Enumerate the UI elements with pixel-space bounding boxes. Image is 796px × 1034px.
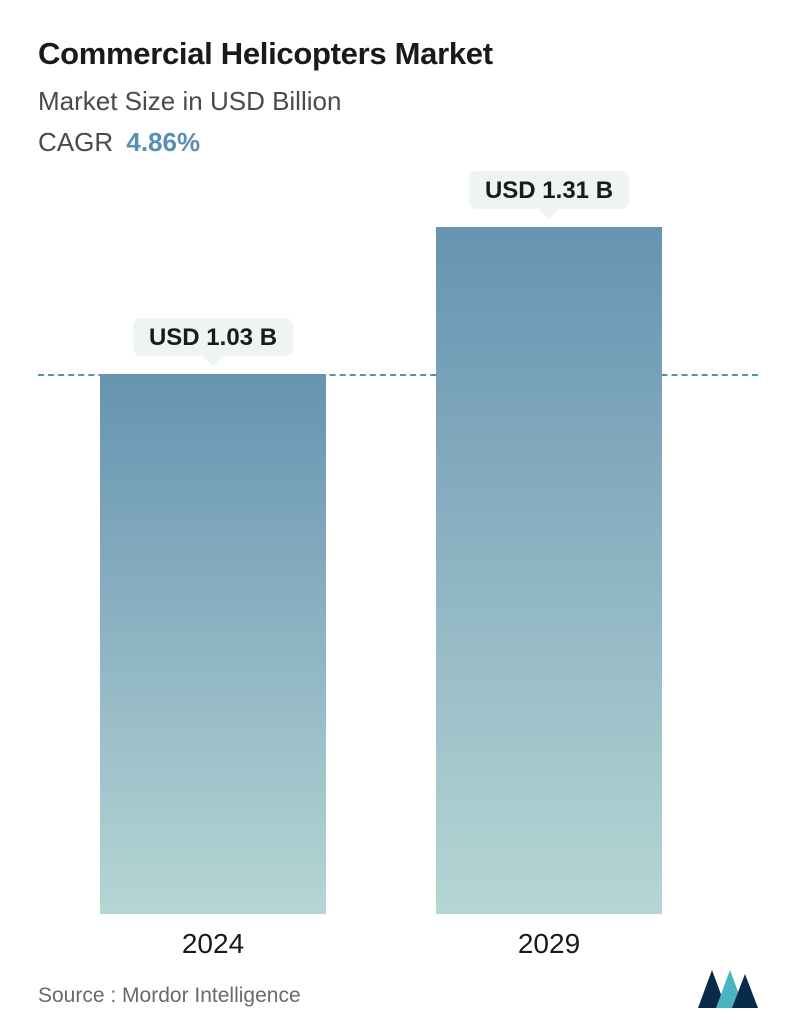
footer: Source : Mordor Intelligence	[38, 970, 758, 1008]
bar-value-label: USD 1.03 B	[133, 318, 293, 356]
bar-fill	[100, 374, 326, 914]
bar-value-label: USD 1.31 B	[469, 171, 629, 209]
bar-2029: USD 1.31 B	[436, 227, 662, 914]
bar-fill	[436, 227, 662, 914]
cagr-label: CAGR	[38, 127, 113, 157]
chart-container: Commercial Helicopters Market Market Siz…	[0, 0, 796, 1034]
chart-area: USD 1.03 B USD 1.31 B	[38, 200, 758, 914]
mordor-logo-icon	[698, 970, 758, 1008]
chart-title: Commercial Helicopters Market	[38, 36, 758, 72]
x-axis-label: 2024	[182, 928, 244, 960]
cagr-row: CAGR 4.86%	[38, 127, 758, 158]
source-text: Source : Mordor Intelligence	[38, 984, 301, 1008]
cagr-value: 4.86%	[126, 127, 200, 157]
x-axis-label: 2029	[518, 928, 580, 960]
chart-subtitle: Market Size in USD Billion	[38, 86, 758, 117]
bar-2024: USD 1.03 B	[100, 374, 326, 914]
